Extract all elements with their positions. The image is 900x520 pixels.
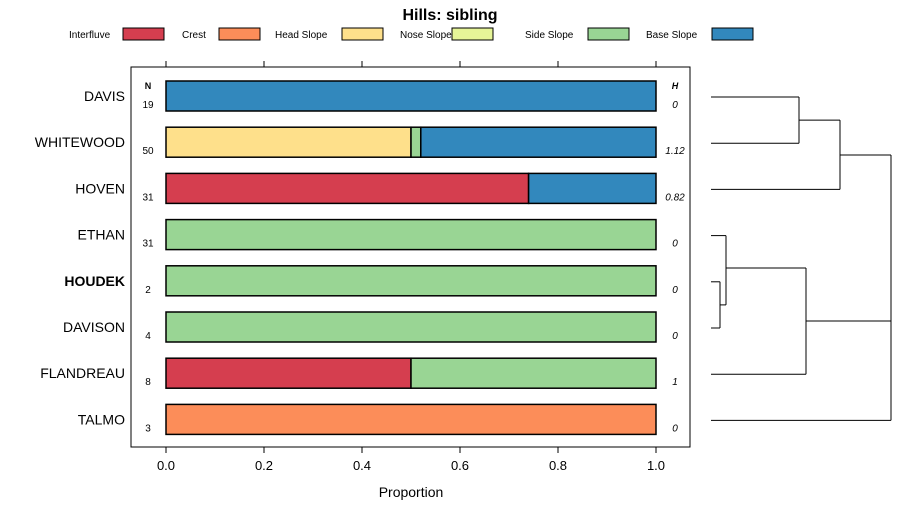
- row-label-talmo: TALMO: [78, 411, 125, 427]
- row-label-flandreau: FLANDREAU: [40, 365, 125, 381]
- bar-segment-whitewood-side-slope: [410, 126, 422, 158]
- chart-title: Hills: sibling: [402, 7, 497, 24]
- bar-segment-whitewood-head-slope: [165, 126, 412, 158]
- n-value-talmo: 3: [145, 423, 151, 434]
- h-value-talmo: 0: [672, 423, 678, 434]
- h-value-whitewood: 1.12: [665, 146, 685, 157]
- row-label-davis: DAVIS: [84, 88, 125, 104]
- bar-segment-davis-base-slope: [165, 80, 657, 112]
- h-value-houdek: 0: [672, 285, 678, 296]
- bar-segment-davison-side-slope: [165, 311, 657, 343]
- h-header: H: [672, 81, 679, 91]
- x-tick-label-5: 1.0: [647, 458, 665, 473]
- h-value-hoven: 0.82: [665, 192, 685, 203]
- h-value-ethan: 0: [672, 239, 678, 250]
- row-label-houdek: HOUDEK: [64, 273, 125, 289]
- legend-label-base-slope: Base Slope: [646, 30, 698, 41]
- n-value-hoven: 31: [142, 192, 154, 203]
- legend-label-side-slope: Side Slope: [525, 30, 574, 41]
- axes-group: 0.0 0.2 0.4 0.6 0.8 1.0: [157, 61, 665, 473]
- x-tick-label-4: 0.8: [549, 458, 567, 473]
- x-tick-label-3: 0.6: [451, 458, 469, 473]
- x-tick-label-0: 0.0: [157, 458, 175, 473]
- row-label-davison: DAVISON: [63, 319, 125, 335]
- bar-segment-flandreau-interfluve: [165, 357, 412, 389]
- legend-swatch-head-slope: [341, 27, 384, 41]
- n-value-houdek: 2: [145, 285, 151, 296]
- n-value-whitewood: 50: [142, 146, 154, 157]
- legend-swatch-crest: [218, 27, 261, 41]
- h-value-flandreau: 1: [672, 377, 678, 388]
- n-value-flandreau: 8: [145, 377, 151, 388]
- row-label-hoven: HOVEN: [75, 180, 125, 196]
- bar-segment-hoven-interfluve: [165, 172, 530, 205]
- legend-swatch-interfluve: [122, 27, 165, 41]
- legend: Interfluve Crest Head Slope Nose Slope Side …: [69, 27, 754, 41]
- legend-label-nose-slope: Nose Slope: [400, 30, 452, 41]
- legend-swatch-side-slope: [587, 27, 630, 41]
- legend-label-head-slope: Head Slope: [275, 30, 328, 41]
- x-tick-label-1: 0.2: [255, 458, 273, 473]
- h-value-davis: 0: [672, 100, 678, 111]
- row-label-whitewood: WHITEWOOD: [35, 134, 125, 150]
- bar-segment-hoven-base-slope: [527, 172, 657, 205]
- x-axis-title: Proportion: [379, 484, 444, 500]
- n-value-davis: 19: [142, 100, 154, 111]
- h-value-davison: 0: [672, 331, 678, 342]
- n-value-davison: 4: [145, 331, 151, 342]
- plot-frame: [130, 66, 691, 448]
- bar-segment-flandreau-side-slope: [410, 357, 657, 389]
- bar-segment-houdek-side-slope: [165, 265, 657, 297]
- legend-label-crest: Crest: [182, 30, 206, 41]
- n-value-ethan: 31: [142, 239, 154, 250]
- x-tick-label-2: 0.4: [353, 458, 371, 473]
- legend-label-interfluve: Interfluve: [69, 30, 111, 41]
- bar-segment-whitewood-base-slope: [420, 126, 657, 158]
- dendrogram: [711, 96, 892, 421]
- row-label-ethan: ETHAN: [78, 227, 125, 243]
- legend-swatch-base-slope: [711, 27, 754, 41]
- n-header: N: [145, 81, 152, 91]
- bar-segment-ethan-side-slope: [165, 218, 657, 251]
- legend-swatch-nose-slope: [451, 27, 494, 41]
- bar-segment-talmo-crest: [165, 403, 657, 436]
